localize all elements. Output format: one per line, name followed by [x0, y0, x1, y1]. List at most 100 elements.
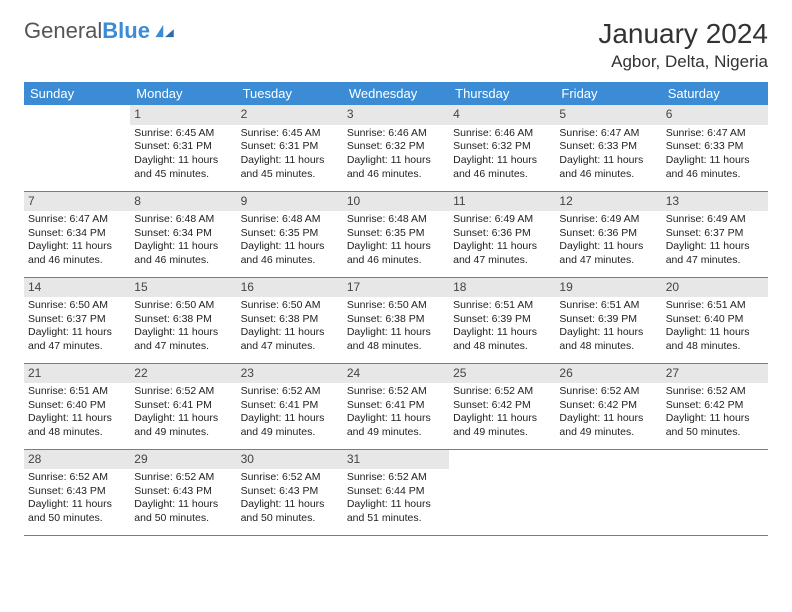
- daylight-label: Daylight:: [559, 154, 603, 166]
- sunset-label: Sunset:: [134, 140, 173, 152]
- sunset-label: Sunset:: [134, 227, 173, 239]
- logo-word1: General: [24, 18, 102, 43]
- day-number: 14: [24, 278, 130, 298]
- daylight-label: Daylight:: [453, 326, 497, 338]
- sunset: Sunset: 6:37 PM: [28, 313, 126, 327]
- sunset: Sunset: 6:40 PM: [666, 313, 764, 327]
- sunset: Sunset: 6:40 PM: [28, 399, 126, 413]
- sunset: Sunset: 6:36 PM: [453, 227, 551, 241]
- day-number: 10: [343, 192, 449, 212]
- sunrise-value: 6:50 AM: [388, 299, 427, 311]
- sunset-label: Sunset:: [559, 399, 598, 411]
- weekday-header: Saturday: [662, 82, 768, 105]
- daylight: Daylight: 11 hours and 46 minutes.: [28, 240, 126, 267]
- day-number: 6: [662, 105, 768, 125]
- sunrise-value: 6:51 AM: [495, 299, 534, 311]
- sunrise-value: 6:52 AM: [601, 385, 640, 397]
- calendar-day-cell: 7Sunrise: 6:47 AMSunset: 6:34 PMDaylight…: [24, 191, 130, 277]
- daylight-label: Daylight:: [666, 412, 710, 424]
- calendar-day-cell: 13Sunrise: 6:49 AMSunset: 6:37 PMDayligh…: [662, 191, 768, 277]
- daylight-label: Daylight:: [453, 154, 497, 166]
- sunset: Sunset: 6:42 PM: [453, 399, 551, 413]
- sunrise: Sunrise: 6:46 AM: [453, 127, 551, 141]
- daylight: Daylight: 11 hours and 49 minutes.: [453, 412, 551, 439]
- sunset: Sunset: 6:42 PM: [559, 399, 657, 413]
- sunset-value: 6:31 PM: [279, 140, 318, 152]
- calendar-day-cell: 31Sunrise: 6:52 AMSunset: 6:44 PMDayligh…: [343, 449, 449, 535]
- logo-sail-icon: [154, 24, 176, 38]
- logo-text: GeneralBlue: [24, 18, 150, 44]
- daylight: Daylight: 11 hours and 45 minutes.: [241, 154, 339, 181]
- sunrise-label: Sunrise:: [241, 213, 282, 225]
- calendar-body: 1Sunrise: 6:45 AMSunset: 6:31 PMDaylight…: [24, 105, 768, 535]
- sunrise-label: Sunrise:: [241, 471, 282, 483]
- sunrise-label: Sunrise:: [134, 385, 175, 397]
- daylight: Daylight: 11 hours and 49 minutes.: [241, 412, 339, 439]
- sunset: Sunset: 6:31 PM: [134, 140, 232, 154]
- sunrise: Sunrise: 6:50 AM: [347, 299, 445, 313]
- daylight-label: Daylight:: [134, 412, 178, 424]
- sunset-value: 6:40 PM: [67, 399, 106, 411]
- sunrise-value: 6:52 AM: [495, 385, 534, 397]
- sunrise-value: 6:45 AM: [282, 127, 321, 139]
- sunrise: Sunrise: 6:49 AM: [666, 213, 764, 227]
- sunrise: Sunrise: 6:52 AM: [347, 385, 445, 399]
- day-number: 8: [130, 192, 236, 212]
- daylight-label: Daylight:: [134, 498, 178, 510]
- sunset: Sunset: 6:41 PM: [241, 399, 339, 413]
- daylight-label: Daylight:: [241, 154, 285, 166]
- sunrise: Sunrise: 6:49 AM: [453, 213, 551, 227]
- calendar-day-cell: 22Sunrise: 6:52 AMSunset: 6:41 PMDayligh…: [130, 363, 236, 449]
- sunrise-label: Sunrise:: [28, 299, 69, 311]
- daylight: Daylight: 11 hours and 46 minutes.: [347, 154, 445, 181]
- sunset-value: 6:41 PM: [385, 399, 424, 411]
- sunset: Sunset: 6:35 PM: [241, 227, 339, 241]
- sunset-label: Sunset:: [559, 140, 598, 152]
- sunrise-value: 6:49 AM: [495, 213, 534, 225]
- sunset-value: 6:39 PM: [492, 313, 531, 325]
- sunrise-value: 6:47 AM: [69, 213, 108, 225]
- sunrise-value: 6:48 AM: [176, 213, 215, 225]
- daylight: Daylight: 11 hours and 50 minutes.: [28, 498, 126, 525]
- calendar-day-cell: 15Sunrise: 6:50 AMSunset: 6:38 PMDayligh…: [130, 277, 236, 363]
- day-number: 25: [449, 364, 555, 384]
- sunset-value: 6:31 PM: [173, 140, 212, 152]
- calendar-week-row: 1Sunrise: 6:45 AMSunset: 6:31 PMDaylight…: [24, 105, 768, 191]
- sunrise-label: Sunrise:: [347, 299, 388, 311]
- daylight-label: Daylight:: [347, 154, 391, 166]
- sunset-value: 6:38 PM: [173, 313, 212, 325]
- sunrise-label: Sunrise:: [559, 127, 600, 139]
- daylight: Daylight: 11 hours and 46 minutes.: [559, 154, 657, 181]
- day-number: 9: [237, 192, 343, 212]
- sunset: Sunset: 6:41 PM: [347, 399, 445, 413]
- day-number: 7: [24, 192, 130, 212]
- sunset: Sunset: 6:38 PM: [134, 313, 232, 327]
- sunset: Sunset: 6:38 PM: [241, 313, 339, 327]
- title-block: January 2024 Agbor, Delta, Nigeria: [598, 18, 768, 72]
- daylight: Daylight: 11 hours and 47 minutes.: [666, 240, 764, 267]
- sunrise: Sunrise: 6:51 AM: [666, 299, 764, 313]
- sunrise: Sunrise: 6:52 AM: [28, 471, 126, 485]
- sunset-label: Sunset:: [28, 399, 67, 411]
- daylight: Daylight: 11 hours and 49 minutes.: [134, 412, 232, 439]
- sunrise-label: Sunrise:: [347, 471, 388, 483]
- daylight-label: Daylight:: [134, 154, 178, 166]
- sunrise-value: 6:52 AM: [176, 471, 215, 483]
- sunset: Sunset: 6:37 PM: [666, 227, 764, 241]
- sunset: Sunset: 6:43 PM: [241, 485, 339, 499]
- sunset: Sunset: 6:44 PM: [347, 485, 445, 499]
- sunrise-value: 6:51 AM: [601, 299, 640, 311]
- calendar-day-cell: 21Sunrise: 6:51 AMSunset: 6:40 PMDayligh…: [24, 363, 130, 449]
- sunrise-label: Sunrise:: [347, 213, 388, 225]
- calendar-day-cell: 25Sunrise: 6:52 AMSunset: 6:42 PMDayligh…: [449, 363, 555, 449]
- logo: GeneralBlue: [24, 18, 176, 44]
- daylight: Daylight: 11 hours and 48 minutes.: [666, 326, 764, 353]
- sunrise: Sunrise: 6:52 AM: [134, 471, 232, 485]
- sunset-value: 6:36 PM: [598, 227, 637, 239]
- calendar-day-cell: 6Sunrise: 6:47 AMSunset: 6:33 PMDaylight…: [662, 105, 768, 191]
- sunset-label: Sunset:: [134, 485, 173, 497]
- calendar-day-cell: 10Sunrise: 6:48 AMSunset: 6:35 PMDayligh…: [343, 191, 449, 277]
- sunset: Sunset: 6:34 PM: [28, 227, 126, 241]
- calendar-empty-cell: [24, 105, 130, 191]
- sunset-value: 6:40 PM: [704, 313, 743, 325]
